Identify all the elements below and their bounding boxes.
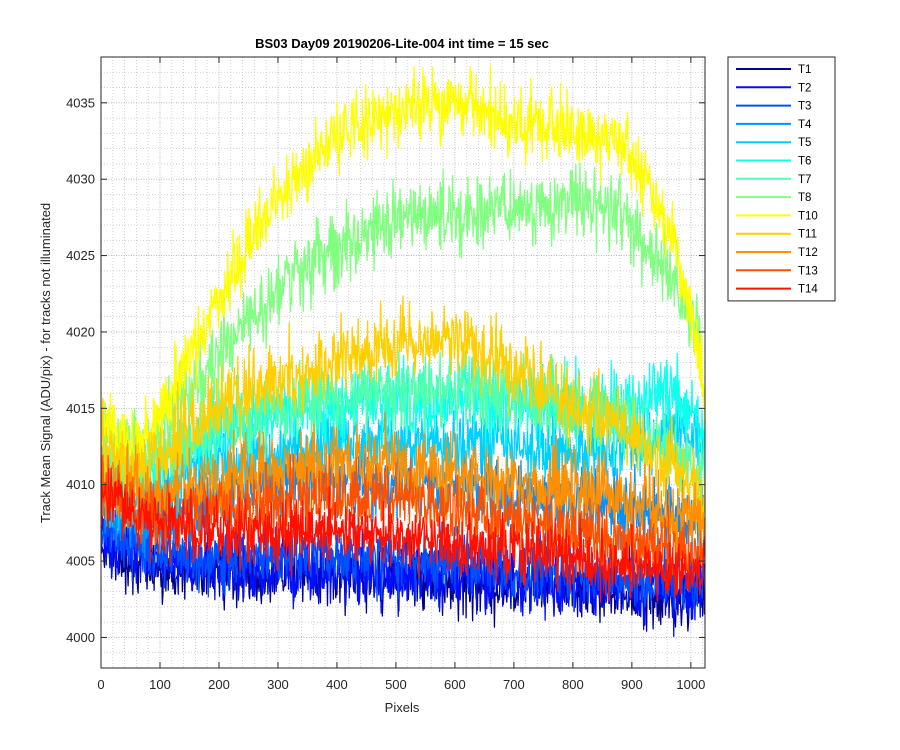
legend-entry: T8 bbox=[736, 192, 811, 204]
x-tick-label: 100 bbox=[149, 677, 171, 692]
x-tick-label: 800 bbox=[562, 677, 584, 692]
legend-entry: T1 bbox=[736, 64, 811, 76]
legend-label: T5 bbox=[798, 137, 811, 149]
legend-label: T8 bbox=[798, 192, 811, 204]
legend-entry: T13 bbox=[736, 265, 818, 277]
legend-label: T3 bbox=[798, 101, 811, 113]
legend-entry: T5 bbox=[736, 137, 811, 149]
plot-frame bbox=[100, 56, 706, 669]
legend-entry: T14 bbox=[736, 284, 818, 296]
legend-entry: T12 bbox=[736, 247, 818, 259]
y-tick-label: 4030 bbox=[66, 172, 95, 187]
legend-label: T2 bbox=[798, 82, 811, 94]
y-tick-label: 4000 bbox=[66, 630, 95, 645]
legend: T1 T2 T3 T4 T5 T6 T7 T8 T10 T11 T12 T13 T14 bbox=[727, 56, 836, 302]
legend-label: T4 bbox=[798, 119, 812, 131]
y-tick-label: 4010 bbox=[66, 477, 95, 492]
series-line-t11 bbox=[101, 295, 705, 534]
series-line-t14 bbox=[101, 464, 705, 603]
y-tick-label: 4015 bbox=[66, 401, 95, 416]
x-tick-label: 300 bbox=[267, 677, 289, 692]
legend-entry: T6 bbox=[736, 156, 811, 168]
chart-title: BS03 Day09 20190206-Lite-004 int time = … bbox=[255, 36, 549, 51]
legend-label: T7 bbox=[798, 174, 811, 186]
legend-label: T14 bbox=[798, 284, 818, 296]
legend-entry: T4 bbox=[736, 119, 812, 131]
x-tick-label: 600 bbox=[444, 677, 466, 692]
series-line-t13 bbox=[101, 453, 705, 580]
plot-area: 0 100 200 300 400 500 600 700 800 900 1000 4000400… bbox=[66, 56, 706, 692]
legend-label: T12 bbox=[798, 247, 818, 259]
x-tick-label: 0 bbox=[97, 677, 104, 692]
series-line-t12 bbox=[101, 410, 705, 568]
x-axis-label: Pixels bbox=[385, 700, 420, 715]
series-line-t10 bbox=[101, 64, 705, 482]
x-axis-ticks: 0 100 200 300 400 500 600 700 800 900 1000 bbox=[97, 57, 705, 692]
x-tick-label: 1000 bbox=[676, 677, 705, 692]
x-tick-label: 900 bbox=[621, 677, 643, 692]
y-tick-label: 4035 bbox=[66, 95, 95, 110]
series-layer bbox=[101, 64, 705, 637]
y-tick-label: 4020 bbox=[66, 324, 95, 339]
x-tick-label: 400 bbox=[326, 677, 348, 692]
legend-label: T13 bbox=[798, 265, 818, 277]
y-tick-label: 4005 bbox=[66, 554, 95, 569]
y-axis-ticks: 4000 4005 4010 4015 4020 4025 4030 4035 bbox=[66, 95, 705, 645]
legend-label: T6 bbox=[798, 156, 811, 168]
legend-label: T1 bbox=[798, 64, 811, 76]
legend-entry: T11 bbox=[736, 229, 817, 241]
legend-label: T10 bbox=[798, 210, 818, 222]
legend-entry: T10 bbox=[736, 210, 818, 222]
x-tick-label: 500 bbox=[385, 677, 407, 692]
y-axis-label: Track Mean Signal (ADU/pix) - for tracks… bbox=[38, 203, 53, 523]
legend-entry: T3 bbox=[736, 101, 811, 113]
legend-entry: T7 bbox=[736, 174, 811, 186]
y-tick-label: 4025 bbox=[66, 248, 95, 263]
legend-label: T11 bbox=[798, 229, 817, 241]
x-tick-label: 700 bbox=[503, 677, 525, 692]
legend-entry: T2 bbox=[736, 82, 811, 94]
series-line-t8 bbox=[101, 162, 705, 490]
x-tick-label: 200 bbox=[208, 677, 230, 692]
